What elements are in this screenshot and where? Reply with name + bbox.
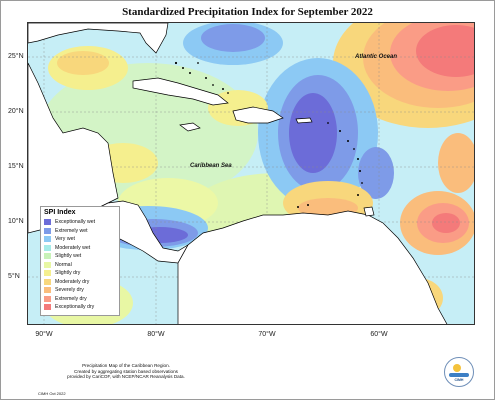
legend-title: SPI Index — [44, 209, 76, 216]
legend-item: Normal — [44, 261, 116, 270]
lat-label-15n: 15°N — [8, 163, 24, 170]
legend-label: Slightly dry — [55, 270, 81, 277]
land-masses — [28, 23, 448, 324]
lat-label-25n: 25°N — [8, 53, 24, 60]
map-description: Precipitation Map of the Caribbean Regio… — [56, 363, 196, 380]
description-line-3: provided by CariCOF, with NCEP/NCAR Rean… — [67, 374, 185, 380]
description-line-2: Created by aggregating station based obs… — [74, 368, 178, 374]
cimh-logo: CIMH — [444, 357, 474, 387]
legend-label: Extremely dry — [55, 295, 87, 302]
land-puerto-rico — [295, 117, 313, 124]
lat-label-5n: 5°N — [8, 273, 20, 280]
map-credit: CIMH Oct 2022 — [38, 391, 66, 396]
legend-swatch — [44, 295, 51, 302]
legend-item: Severely dry — [44, 286, 116, 295]
field-exceptionally-wet-east — [289, 93, 337, 173]
legend-items: Exceptionally wet Extremely wet Very wet Mo… — [44, 218, 116, 312]
field-exceptionally-dry-east — [432, 213, 460, 233]
lat-label-20n: 20°N — [8, 108, 24, 115]
legend-label: Exceptionally dry — [55, 304, 95, 311]
legend-swatch — [44, 253, 51, 260]
legend-label: Exceptionally wet — [55, 219, 96, 226]
legend-swatch — [44, 261, 51, 268]
legend-swatch — [44, 278, 51, 285]
logo-text: CIMH — [454, 378, 464, 382]
spi-legend: SPI Index Exceptionally wet Extremely wet… — [40, 206, 120, 316]
lon-label-80w: 80°W — [147, 331, 165, 338]
legend-item: Extremely dry — [44, 295, 116, 304]
legend-label: Normal — [55, 261, 72, 268]
legend-swatch — [44, 304, 51, 311]
legend-label: Very wet — [55, 236, 75, 243]
legend-swatch — [44, 287, 51, 294]
small-islands — [174, 61, 363, 208]
field-severely-dry-far-east — [438, 133, 474, 193]
field-moderately-dry-gulf — [57, 51, 109, 75]
lon-label-60w: 60°W — [370, 331, 388, 338]
legend-label: Slightly wet — [55, 253, 82, 260]
legend-item: Moderately dry — [44, 278, 116, 287]
legend-item: Very wet — [44, 235, 116, 244]
field-exceptionally-dry-atlantic — [416, 25, 474, 77]
map-svg — [28, 23, 474, 324]
land-south-america — [177, 210, 448, 324]
legend-label: Moderately dry — [55, 278, 90, 285]
legend-label: Moderately wet — [55, 244, 91, 251]
wave-icon — [449, 373, 469, 377]
legend-item: Extremely wet — [44, 227, 116, 236]
legend-swatch — [44, 227, 51, 234]
legend-label: Severely dry — [55, 287, 84, 294]
atlantic-ocean-label: Atlantic Ocean — [355, 54, 398, 60]
legend-item: Moderately wet — [44, 244, 116, 253]
land-trinidad — [363, 206, 375, 217]
field-extremely-wet-north — [201, 24, 265, 52]
legend-swatch — [44, 236, 51, 243]
map-title: Standardized Precipitation Index for Sep… — [122, 6, 373, 18]
caribbean-sea-label: Caribbean Sea — [190, 163, 232, 169]
legend-swatch — [44, 270, 51, 277]
land-jamaica — [179, 122, 201, 132]
legend-item: Exceptionally dry — [44, 303, 116, 312]
land-hispaniola — [232, 106, 284, 124]
legend-swatch — [44, 244, 51, 251]
description-line-1: Precipitation Map of the Caribbean Regio… — [82, 363, 170, 368]
legend-swatch — [44, 219, 51, 226]
sun-icon — [453, 364, 461, 372]
lat-label-10n: 10°N — [8, 218, 24, 225]
legend-item: Exceptionally wet — [44, 218, 116, 227]
legend-label: Extremely wet — [55, 227, 88, 234]
legend-item: Slightly wet — [44, 252, 116, 261]
field-extremely-wet-windwards — [358, 147, 394, 199]
land-cuba — [132, 77, 229, 106]
land-usa — [28, 23, 169, 54]
lon-label-90w: 90°W — [35, 331, 53, 338]
lon-label-70w: 70°W — [258, 331, 276, 338]
legend-item: Slightly dry — [44, 269, 116, 278]
